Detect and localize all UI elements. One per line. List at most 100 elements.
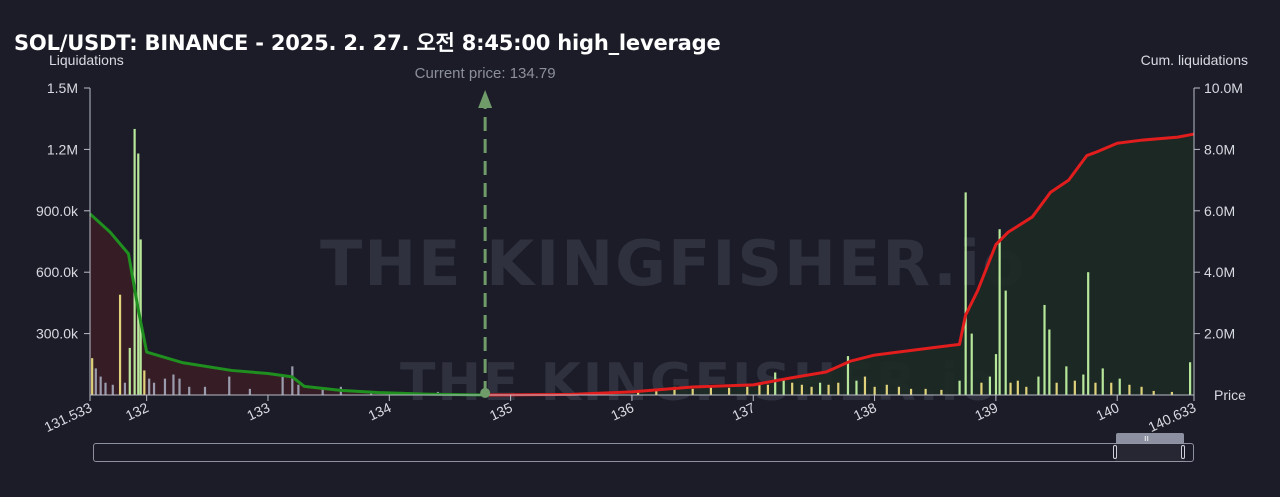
- liquidation-bar: [909, 388, 913, 395]
- liquidation-bar: [148, 378, 151, 395]
- liquidation-bar: [746, 386, 749, 395]
- y2-tick-label: 8.0M: [1204, 141, 1235, 157]
- liquidation-bar: [1004, 290, 1007, 395]
- liquidation-bar: [128, 347, 131, 395]
- liquidation-bar: [143, 370, 146, 395]
- y-tick-label: 1.5M: [47, 80, 78, 96]
- scrollbar-right-handle[interactable]: [1181, 445, 1185, 459]
- liquidation-bar: [178, 378, 181, 395]
- liquidation-bar: [281, 376, 284, 395]
- y2-tick-label: 2.0M: [1204, 326, 1235, 342]
- x-axis-label: Price: [1214, 387, 1246, 403]
- liquidation-bar: [1043, 304, 1046, 395]
- scrollbar-grip-icon: ıı: [1144, 433, 1150, 443]
- liquidation-bar: [188, 386, 191, 395]
- liquidation-bar: [940, 389, 943, 395]
- liquidation-bar: [1101, 368, 1104, 395]
- liquidation-bar: [636, 390, 640, 395]
- y-tick-label: 900.0k: [36, 203, 79, 219]
- liquidation-bar: [321, 388, 324, 395]
- y-tick-label: 600.0k: [36, 264, 79, 280]
- liquidation-bar: [172, 374, 175, 395]
- liquidation-bar: [203, 386, 207, 395]
- liquidation-bar: [297, 384, 300, 395]
- watermark-text: THE KINGFISHER.io: [320, 227, 1027, 300]
- liquidation-bar: [1170, 391, 1173, 395]
- liquidation-bar: [1055, 382, 1058, 395]
- liquidation-bar: [123, 382, 127, 395]
- liquidation-bar: [873, 386, 876, 395]
- liquidation-bar: [727, 387, 731, 395]
- long-cumulative-line: [485, 132, 1195, 397]
- liquidation-bar: [99, 376, 102, 395]
- liquidation-bar: [1009, 382, 1012, 395]
- liquidation-bar: [94, 368, 97, 395]
- liquidation-bar: [1025, 386, 1028, 395]
- scrollbar-tab[interactable]: [1116, 433, 1184, 443]
- liquidation-bar: [118, 294, 122, 395]
- current-price-label: Current price: 134.79: [415, 65, 556, 82]
- liquidation-bar: [818, 382, 822, 395]
- liquidation-bar: [1128, 384, 1131, 395]
- liquidation-bar: [774, 372, 777, 395]
- liquidation-bar: [1140, 386, 1143, 395]
- x-tick-label: 140.633: [1146, 399, 1199, 435]
- current-price-dot: [480, 388, 491, 398]
- liquidation-bar: [163, 378, 167, 395]
- liquidation-bar: [964, 192, 967, 395]
- scrollbar-window[interactable]: [1115, 443, 1185, 462]
- left-axis-label: Liquidations: [49, 52, 124, 68]
- liquidation-bar: [655, 388, 658, 395]
- x-tick-label: 133: [244, 399, 272, 423]
- liquidation-bar: [837, 382, 840, 395]
- liquidation-bar: [1037, 376, 1040, 395]
- long-cum-area: [485, 134, 1194, 396]
- liquidation-bar: [1016, 380, 1019, 395]
- liquidation-bar: [897, 386, 901, 395]
- liquidation-bar: [827, 384, 830, 395]
- chart-title: SOL/USDT: BINANCE - 2025. 2. 27. 오전 8:45…: [14, 31, 721, 55]
- liquidation-bar: [673, 386, 676, 395]
- x-tick-label: 140: [1094, 399, 1122, 423]
- liquidation-bar: [958, 380, 961, 395]
- x-tick-label: 131.533: [42, 399, 95, 435]
- liquidation-bar: [1065, 366, 1068, 395]
- y2-tick-label: 4.0M: [1204, 264, 1235, 280]
- range-scrollbar[interactable]: [93, 443, 1194, 462]
- liquidation-bar: [1087, 272, 1090, 395]
- liquidation-bar: [1110, 382, 1113, 395]
- liquidation-bar: [1188, 362, 1192, 395]
- liquidation-bar: [1094, 382, 1097, 395]
- y2-tick-label: 10.0M: [1204, 80, 1243, 96]
- liquidation-bar: [228, 376, 231, 395]
- liquidation-bar: [248, 388, 251, 395]
- liquidation-bar: [980, 382, 983, 395]
- liquidation-bar: [111, 384, 114, 395]
- liquidation-bar: [133, 128, 136, 395]
- liquidation-bar: [791, 382, 794, 395]
- liquidation-bar: [152, 382, 156, 395]
- liquidation-bar: [885, 384, 888, 395]
- x-tick-label: 132: [123, 399, 151, 423]
- liquidation-bar: [998, 229, 1001, 395]
- liquidation-bar: [758, 382, 761, 395]
- liquidation-bar: [970, 333, 973, 395]
- liquidation-bar: [291, 366, 294, 395]
- liquidation-bar: [988, 376, 992, 395]
- y2-tick-label: 6.0M: [1204, 203, 1235, 219]
- y-tick-label: 300.0k: [36, 326, 79, 342]
- liquidation-bar: [1118, 378, 1121, 395]
- liquidation-bar: [863, 376, 867, 395]
- liquidation-bar: [1082, 374, 1085, 395]
- short-cumulative-line: [88, 212, 486, 397]
- liquidation-bar: [137, 153, 140, 395]
- liquidation-bar: [782, 378, 785, 395]
- liquidation-bar: [1073, 380, 1076, 395]
- liquidation-bar: [691, 388, 694, 395]
- scrollbar-left-handle[interactable]: [1113, 445, 1117, 459]
- liquidation-bar: [924, 388, 927, 395]
- y-tick-label: 1.2M: [47, 141, 78, 157]
- current-price-marker: Current price: 134.79: [415, 65, 556, 398]
- liquidation-bar: [800, 384, 803, 395]
